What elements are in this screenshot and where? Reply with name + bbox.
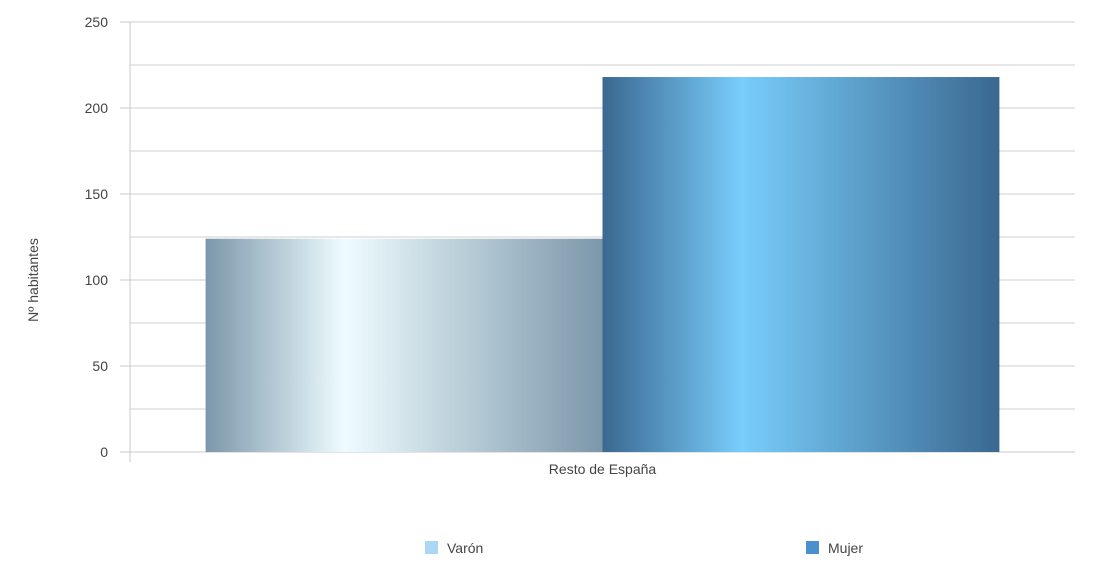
y-tick-label: 100 [85,272,109,288]
y-axis-title: Nº habitantes [25,238,41,322]
bar-varón [205,238,603,452]
x-tick-label: Resto de España [549,461,657,477]
bars [205,77,1000,452]
legend-swatch [806,541,819,554]
legend-swatch [425,541,438,554]
y-tick-label: 200 [85,100,109,116]
y-tick-label: 150 [85,186,109,202]
bar-mujer [602,77,1000,452]
y-tick-label: 250 [85,14,109,30]
legend: Varón Mujer [425,540,863,556]
legend-label: Varón [447,540,483,556]
axis-labels: 0 50 100 150 200 250 Resto de España [85,14,657,477]
legend-label: Mujer [828,540,863,556]
y-tick-label: 0 [100,444,108,460]
y-tick-label: 50 [92,358,108,374]
